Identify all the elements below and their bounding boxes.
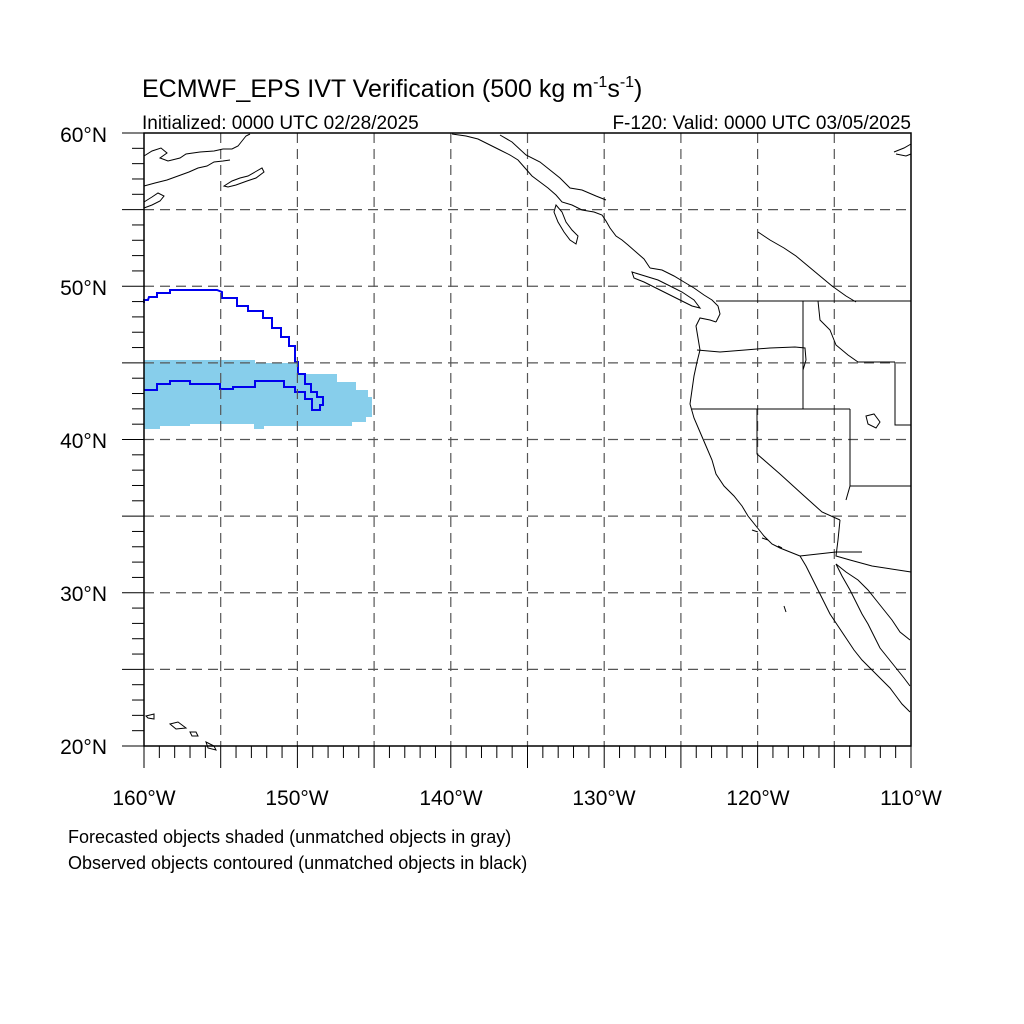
great-salt-lake bbox=[865, 413, 881, 429]
lat-labels: 60°N 50°N 40°N 30°N 20°N bbox=[60, 124, 107, 759]
haida-gwaii bbox=[553, 203, 579, 245]
lat-label-60: 60°N bbox=[60, 124, 107, 147]
valid-label: F-120: Valid: 0000 UTC 03/05/2025 bbox=[612, 113, 911, 134]
baja-california-west bbox=[799, 555, 911, 713]
map-title: ECMWF_EPS IVT Verification (500 kg m-1s-… bbox=[142, 74, 642, 103]
lat-label-30: 30°N bbox=[60, 583, 107, 606]
initialized-label: Initialized: 0000 UTC 02/28/2025 bbox=[142, 113, 419, 134]
washington-oregon-border bbox=[696, 346, 807, 371]
gulf-of-alaska-coast bbox=[451, 133, 651, 269]
alaska-south-coast bbox=[143, 192, 165, 209]
footnote-observed: Observed objects contoured (unmatched ob… bbox=[68, 853, 528, 873]
southeast-alaska-border bbox=[499, 134, 607, 201]
forecast-ivt-object bbox=[144, 360, 372, 429]
lat-label-40: 40°N bbox=[60, 430, 107, 453]
northeast-corner-coast bbox=[893, 143, 912, 157]
utah-border bbox=[894, 362, 911, 426]
west-coast bbox=[689, 317, 801, 557]
footnote-forecast: Forecasted objects shaded (unmatched obj… bbox=[68, 827, 512, 847]
alaska-coast bbox=[143, 133, 251, 162]
idaho-montana-border bbox=[817, 300, 895, 363]
axis-ticks bbox=[122, 132, 912, 768]
observed-ivt-contour bbox=[143, 289, 324, 411]
nevada-east-border bbox=[845, 409, 851, 501]
hawaii-islands bbox=[145, 713, 217, 751]
lon-label-130w: 130°W bbox=[572, 787, 635, 810]
lon-label-110w: 110°W bbox=[880, 787, 942, 810]
lat-label-20: 20°N bbox=[60, 736, 107, 759]
california-nevada-border bbox=[756, 409, 841, 521]
channel-islands bbox=[751, 529, 783, 549]
bc-alberta-border bbox=[757, 231, 857, 303]
bc-coast bbox=[649, 267, 721, 323]
lon-labels: 160°W 150°W 140°W 130°W 120°W 110°W bbox=[112, 787, 942, 810]
graticule bbox=[143, 132, 912, 747]
us-mexico-border bbox=[799, 551, 862, 557]
gulf-of-california-coast bbox=[835, 563, 911, 641]
vancouver-island bbox=[631, 271, 702, 309]
alaska-peninsula bbox=[143, 159, 231, 187]
coastlines bbox=[143, 133, 912, 751]
lon-label-160w: 160°W bbox=[112, 787, 175, 810]
lon-label-120w: 120°W bbox=[726, 787, 789, 810]
lon-label-150w: 150°W bbox=[265, 787, 328, 810]
lat-label-50: 50°N bbox=[60, 277, 107, 300]
arizona-border bbox=[835, 519, 912, 573]
lon-label-140w: 140°W bbox=[419, 787, 482, 810]
kodiak-island bbox=[222, 167, 265, 188]
guadalupe-island bbox=[783, 605, 787, 613]
baja-california-east bbox=[835, 563, 911, 687]
